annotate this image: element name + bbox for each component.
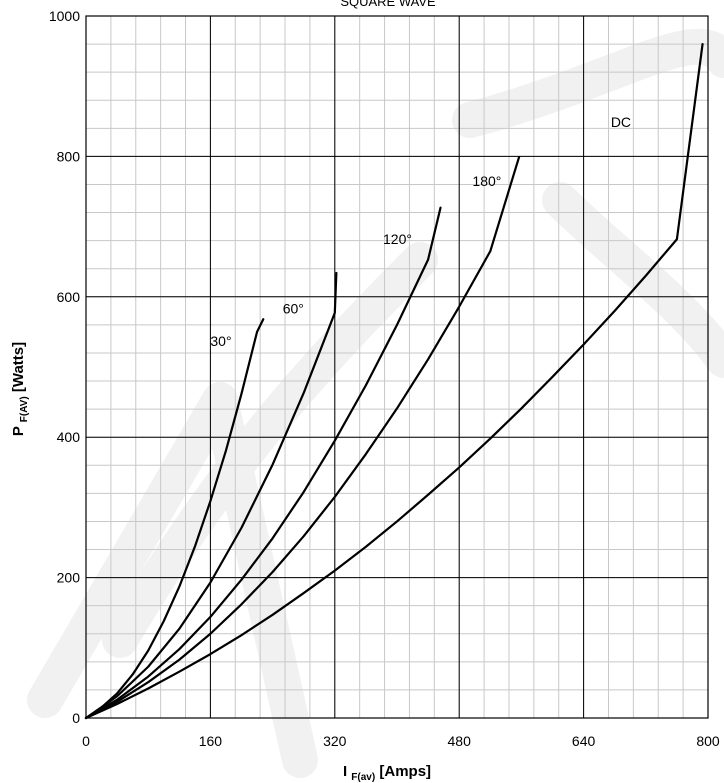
series-layer: [84, 42, 704, 720]
x-tick-label: 640: [572, 733, 596, 749]
x-axis-title: I F(av) [Amps]: [343, 763, 431, 783]
x-tick-label: 480: [448, 733, 472, 749]
y-axis-title-rest: [Watts]: [10, 342, 27, 392]
x-tick-label: 160: [199, 733, 223, 749]
y-tick-label: 600: [57, 289, 81, 305]
y-tick-label: 0: [72, 710, 80, 726]
series-line-3: [84, 156, 521, 720]
x-tick-label: 0: [82, 733, 90, 749]
curve-label-0: 30°: [210, 333, 231, 349]
curve-label-3: 180°: [472, 173, 501, 189]
plot-frame: [85, 15, 709, 719]
y-tick-label: 400: [57, 429, 81, 445]
chart-title: SQUARE WAVE: [340, 0, 436, 9]
y-tick-label: 800: [57, 148, 81, 164]
y-axis-title-main: P: [10, 426, 27, 436]
series-line-1: [84, 271, 338, 720]
curve-label-4: DC: [611, 114, 631, 130]
x-axis-title-rest: [Amps]: [379, 763, 431, 780]
x-tick-label: 320: [323, 733, 347, 749]
y-tick-label: 200: [57, 570, 81, 586]
x-axis-title-main: I: [343, 763, 347, 780]
series-line-2: [84, 206, 442, 720]
y-axis-title-sub: F(AV): [19, 396, 30, 422]
x-tick-label: 800: [696, 733, 720, 749]
series-line-0: [84, 318, 265, 720]
curve-labels-layer: 30° 60° 120° 180° DC: [210, 114, 631, 349]
x-axis-title-sub: F(av): [351, 772, 375, 783]
series-line-4: [84, 42, 704, 720]
y-tick-label: 1000: [49, 8, 80, 24]
tick-labels-layer: 0 160 320 480 640 800 0 200 400 600 800 1000: [49, 8, 720, 749]
curve-label-2: 120°: [383, 231, 412, 247]
curve-label-1: 60°: [283, 301, 304, 317]
y-axis-title: P F(AV) [Watts]: [10, 342, 31, 436]
